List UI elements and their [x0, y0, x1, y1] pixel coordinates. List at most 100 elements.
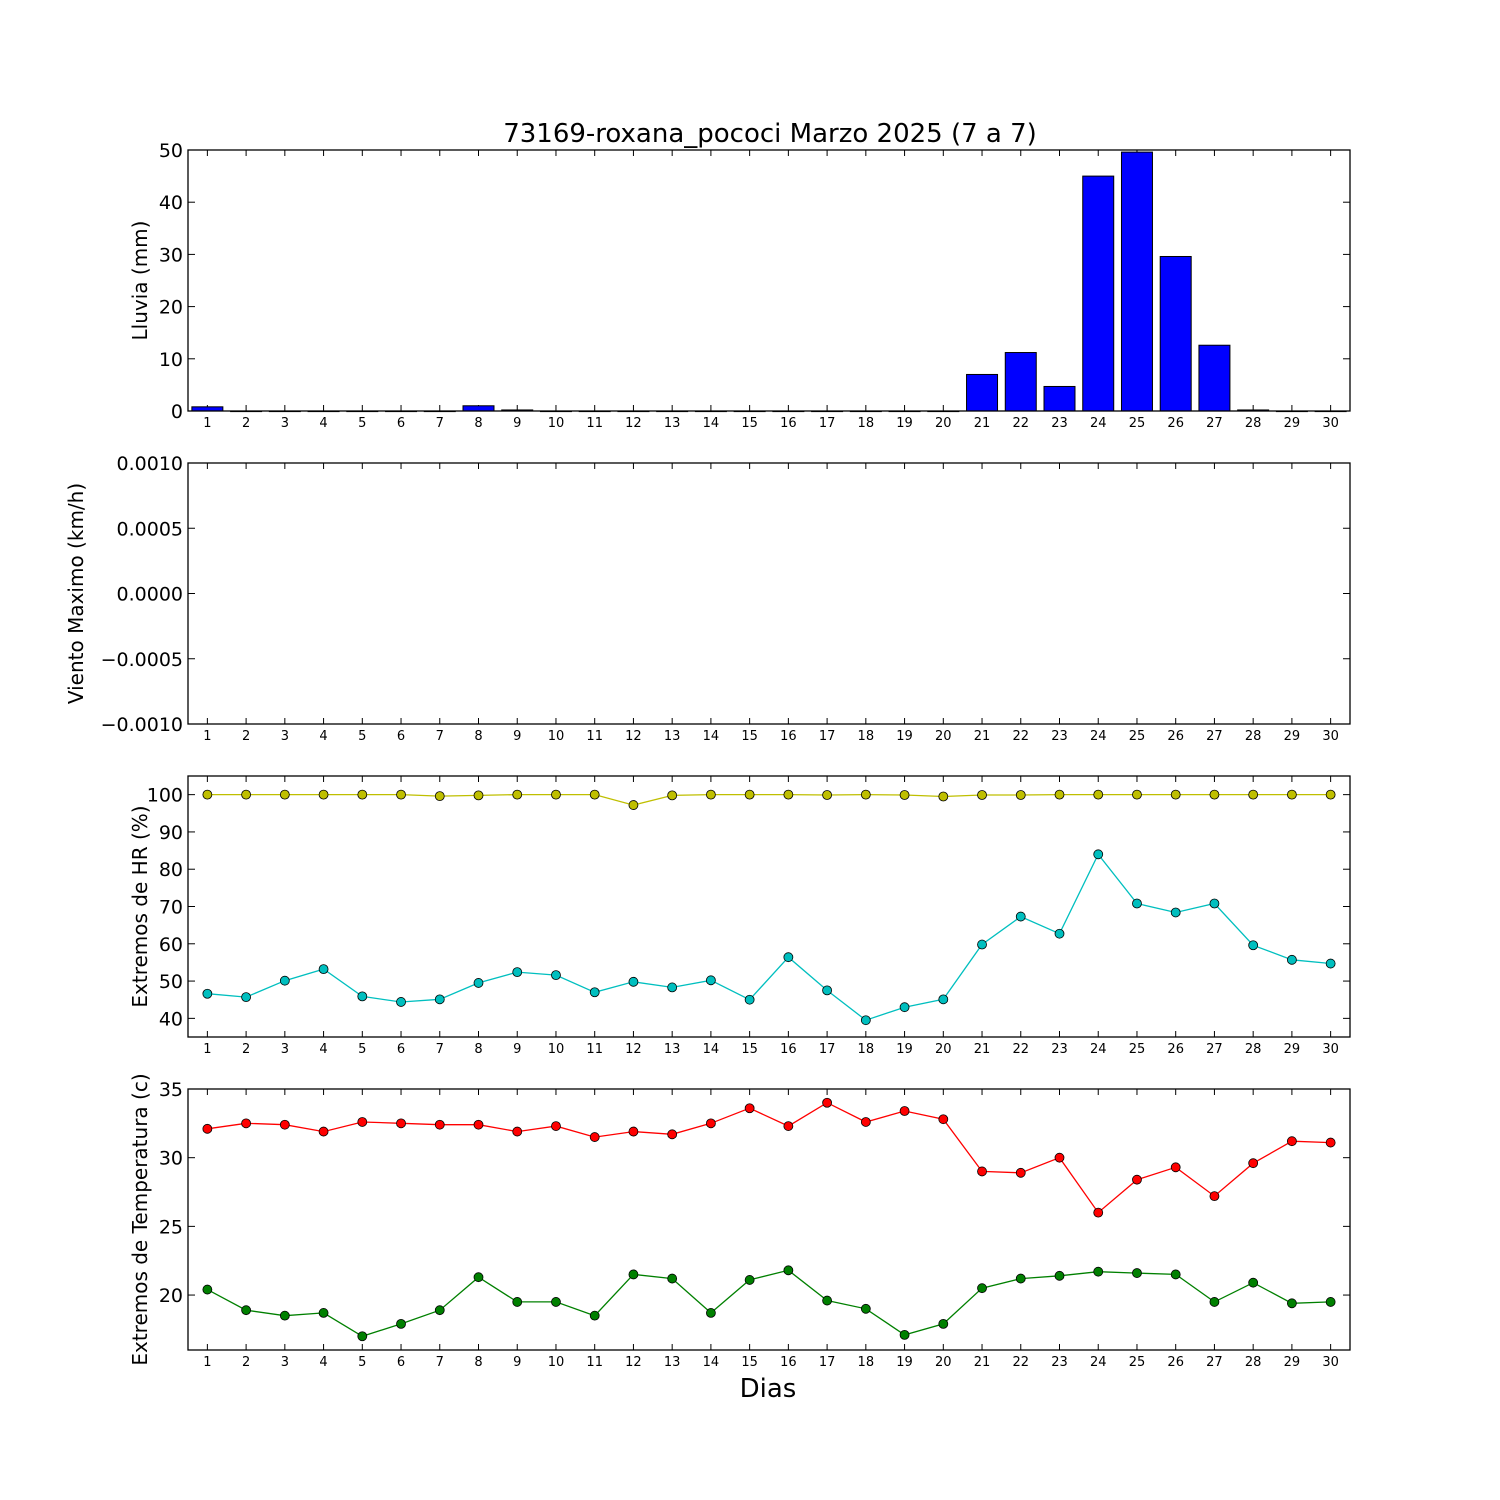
temperature-data-point [1287, 1136, 1297, 1147]
wind-ytick-label: 0.0000 [117, 584, 183, 606]
humidity-series-line-1 [207, 853, 1331, 1021]
humidity-xtick-label: 23 [1051, 1042, 1068, 1057]
humidity-data-point [860, 1015, 871, 1026]
temperature-xtick-label: 9 [513, 1355, 521, 1370]
wind-xtick-label: 25 [1129, 729, 1146, 744]
temperature-xtick-label: 27 [1206, 1355, 1223, 1370]
rain-bar [1198, 344, 1231, 412]
temperature-data-point [783, 1121, 794, 1131]
humidity-data-point [938, 791, 949, 802]
humidity-data-point [977, 790, 987, 800]
rain-xtick-label: 26 [1167, 416, 1184, 431]
humidity-data-point [434, 791, 445, 802]
rain-ytick-label: 50 [159, 140, 183, 162]
temperature-data-point [1248, 1277, 1259, 1288]
temperature-data-point [512, 1297, 523, 1307]
rain-bar [1082, 175, 1115, 412]
humidity-plot-frame [187, 775, 1351, 1038]
temperature-data-point [1054, 1152, 1065, 1163]
humidity-data-point [899, 790, 910, 800]
humidity-xtick-label: 25 [1129, 1042, 1146, 1057]
temperature-xtick-label: 21 [974, 1355, 991, 1370]
humidity-data-point [628, 976, 639, 987]
temperature-data-point [1015, 1167, 1026, 1178]
humidity-xtick-label: 15 [741, 1042, 758, 1057]
wind-xtick-label: 20 [935, 729, 952, 744]
humidity-xtick-label: 26 [1167, 1042, 1184, 1057]
temperature-xtick-label: 28 [1245, 1355, 1262, 1370]
humidity-data-point [822, 985, 832, 996]
rain-bar [1004, 352, 1037, 412]
temperature-data-point [551, 1297, 561, 1307]
rain-bar [1043, 385, 1076, 412]
rain-xtick-label: 28 [1245, 416, 1262, 431]
wind-ytick-label: −0.0010 [101, 714, 183, 736]
humidity-data-point [1209, 789, 1220, 800]
humidity-data-point [1170, 907, 1181, 918]
temperature-data-point [318, 1308, 329, 1318]
temperature-data-point [1093, 1207, 1104, 1218]
humidity-data-point [706, 789, 716, 800]
humidity-data-point [667, 790, 678, 801]
temperature-data-point [744, 1275, 755, 1285]
humidity-data-point [1325, 789, 1336, 800]
wind-xtick-label: 24 [1090, 729, 1107, 744]
wind-xtick-label: 8 [474, 729, 482, 744]
temperature-data-point [1054, 1270, 1065, 1281]
temperature-xtick-label: 19 [896, 1355, 913, 1370]
rain-xtick-label: 15 [741, 416, 758, 431]
temperature-data-point [589, 1132, 600, 1142]
humidity-series-line-0 [207, 793, 1331, 806]
rain-xtick-label: 10 [548, 416, 565, 431]
temperature-data-point [1325, 1297, 1336, 1307]
wind-xtick-label: 19 [896, 729, 913, 744]
x-axis-label: Dias [740, 1374, 797, 1404]
temperature-data-point [396, 1118, 406, 1129]
temperature-series-line-0 [207, 1101, 1331, 1214]
temperature-xtick-label: 5 [358, 1355, 366, 1370]
rain-xtick-label: 27 [1206, 416, 1223, 431]
rain-xtick-label: 30 [1322, 416, 1339, 431]
rain-xtick-label: 12 [625, 416, 642, 431]
temperature-xtick-label: 7 [436, 1355, 444, 1370]
rain-ytick-label: 0 [171, 401, 183, 423]
wind-xtick-label: 10 [548, 729, 565, 744]
humidity-xtick-label: 13 [664, 1042, 681, 1057]
humidity-data-point [396, 789, 406, 800]
wind-ytick-label: −0.0005 [101, 649, 183, 671]
temperature-data-point [628, 1269, 639, 1280]
temperature-data-point [783, 1265, 794, 1276]
rain-xtick-label: 9 [513, 416, 521, 431]
rain-xtick-label: 6 [397, 416, 405, 431]
humidity-data-point [1054, 928, 1065, 939]
humidity-data-point [783, 789, 794, 800]
humidity-data-point [783, 952, 794, 963]
temperature-data-point [279, 1119, 290, 1130]
humidity-data-point [202, 789, 213, 800]
humidity-xtick-label: 19 [896, 1042, 913, 1057]
humidity-data-point [1287, 954, 1297, 965]
temperature-data-point [202, 1284, 213, 1295]
rain-xtick-label: 7 [436, 416, 444, 431]
humidity-data-point [744, 994, 755, 1005]
humidity-xtick-label: 9 [513, 1042, 521, 1057]
humidity-data-point [1093, 789, 1104, 800]
humidity-xtick-label: 22 [1012, 1042, 1029, 1057]
temperature-xtick-label: 3 [281, 1355, 289, 1370]
humidity-data-point [1170, 789, 1181, 800]
rain-xtick-label: 11 [586, 416, 603, 431]
temperature-xtick-label: 13 [664, 1355, 681, 1370]
humidity-ytick-label: 60 [159, 934, 183, 956]
humidity-y-axis-label: Extremos de HR (%) [128, 805, 152, 1007]
humidity-data-point [938, 994, 949, 1005]
humidity-xtick-label: 4 [319, 1042, 327, 1057]
wind-xtick-label: 11 [586, 729, 603, 744]
rain-xtick-label: 5 [358, 416, 366, 431]
humidity-xtick-label: 29 [1284, 1042, 1301, 1057]
humidity-xtick-label: 5 [358, 1042, 366, 1057]
temperature-data-point [977, 1166, 987, 1177]
temperature-xtick-label: 2 [242, 1355, 250, 1370]
humidity-data-point [279, 789, 290, 800]
temperature-data-point [667, 1273, 678, 1284]
rain-xtick-label: 2 [242, 416, 250, 431]
